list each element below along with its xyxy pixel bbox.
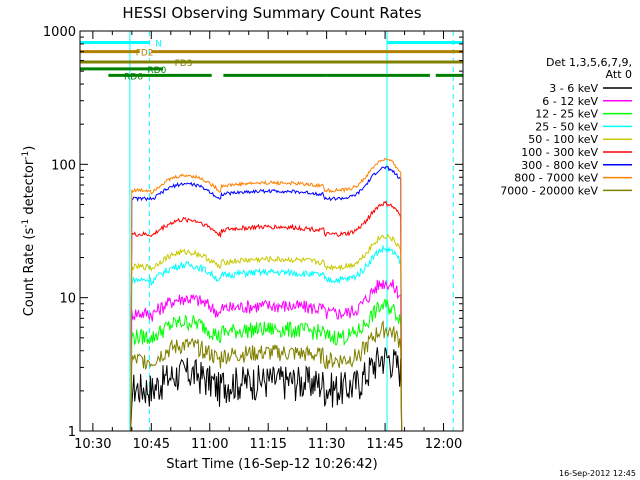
series-line [129, 233, 403, 432]
series-line [129, 347, 403, 432]
series-line [129, 244, 403, 432]
x-tick-label: 11:15 [249, 437, 286, 452]
x-axis-label: Start Time (16-Sep-12 10:26:42) [166, 457, 377, 472]
y-tick-label: 100 [51, 158, 76, 173]
flag-label: N [155, 39, 162, 49]
x-tick-label: 12:00 [425, 437, 462, 452]
series-line [129, 157, 403, 432]
legend-entry-label: 50 - 100 keV [528, 133, 598, 146]
series-line [129, 165, 403, 432]
legend-entry-label: 12 - 25 keV [535, 108, 598, 121]
y-axis-label: Count Rate (s-1 detector-1) [21, 146, 37, 317]
legend-entry-label: 300 - 800 keV [521, 159, 598, 172]
legend-entry-label: 100 - 300 keV [521, 146, 598, 159]
flag-label: RD6 [124, 72, 143, 82]
x-tick-label: 11:00 [191, 437, 228, 452]
x-tick-label: 11:30 [308, 437, 345, 452]
x-tick-label: 10:45 [133, 437, 170, 452]
legend-header-line2: Att 0 [606, 68, 632, 81]
legend-header-line1: Det 1,3,5,6,7,9, [546, 56, 632, 69]
series-line [129, 320, 403, 432]
y-tick-label: 10 [59, 292, 76, 307]
y-tick-label: 1000 [43, 25, 76, 40]
y-tick-label: 1 [68, 425, 76, 440]
x-tick-label: 10:30 [74, 437, 111, 452]
plot-frame [79, 30, 464, 432]
x-axis: 10:30 10:45 11:00 11:15 11:30 11:45 12:00 [74, 31, 462, 452]
footer-date: 16-Sep-2012 12:45 [559, 469, 636, 478]
legend-entry-label: 3 - 6 keV [549, 82, 598, 95]
chart-title: HESSI Observing Summary Count Rates [122, 4, 421, 22]
x-tick-label: 11:45 [366, 437, 403, 452]
legend-entry-label: 25 - 50 keV [535, 120, 598, 133]
flag-label: FD3 [175, 59, 193, 69]
legend-entry-label: 800 - 7000 keV [514, 172, 598, 185]
legend-entry-label: 7000 - 20000 keV [500, 184, 598, 197]
y-axis: 1 10 100 1000 [43, 25, 463, 440]
legend-entry-label: 6 - 12 keV [542, 95, 598, 108]
series-line [129, 279, 403, 432]
series-line [129, 298, 403, 432]
series-line [129, 200, 403, 432]
flag-label: RD0 [147, 66, 166, 76]
flag-label: FD2 [136, 49, 154, 59]
